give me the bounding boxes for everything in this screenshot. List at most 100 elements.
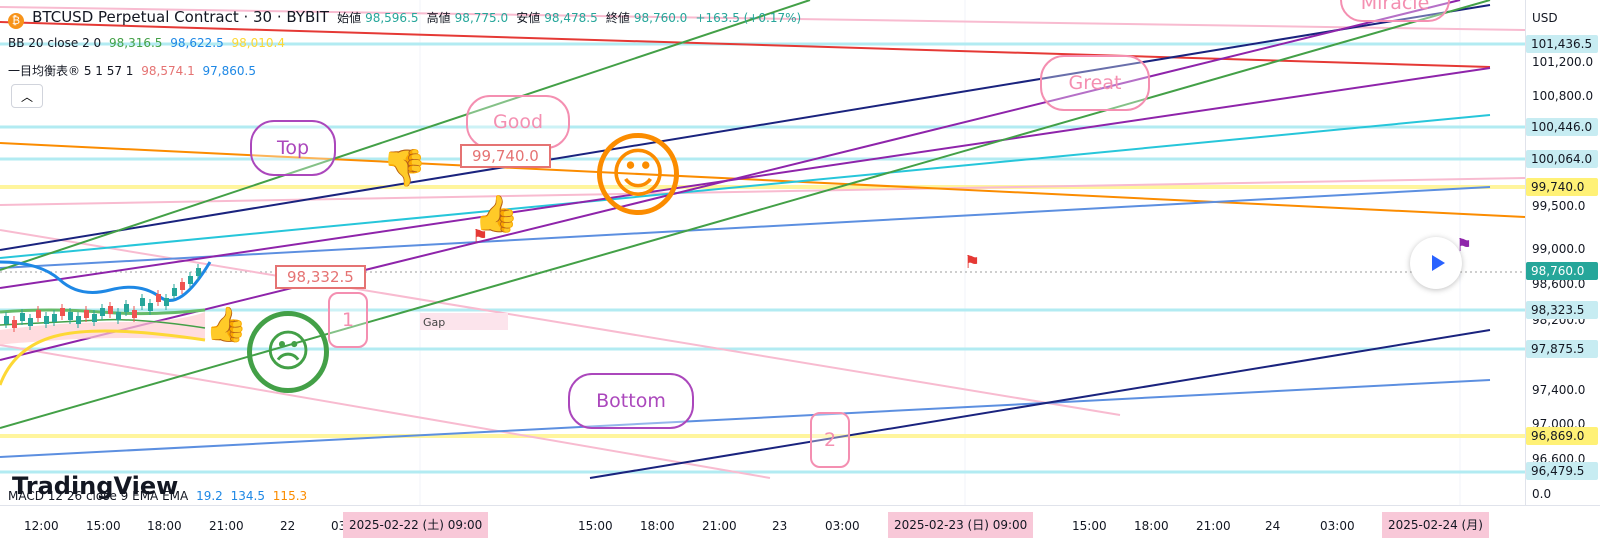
ichimoku-value-2: 97,860.5 xyxy=(202,64,256,78)
candle-body xyxy=(52,314,57,322)
candle-body xyxy=(156,294,161,302)
candle-body xyxy=(140,298,145,306)
price-label: 98,600.0 xyxy=(1532,277,1586,291)
bb-value-3: 98,010.4 xyxy=(231,36,285,50)
thumbs-up-icon[interactable]: 👍 xyxy=(205,305,248,345)
confused-face-icon[interactable]: ☹ xyxy=(247,311,329,393)
time-label: 21:00 xyxy=(1196,519,1231,533)
candle-body xyxy=(92,314,97,322)
ichimoku-legend[interactable]: 一目均衡表® 5 1 57 1 98,574.1 97,860.5 xyxy=(8,62,260,79)
symbol-legend[interactable]: ₿ BTCUSD Perpetual Contract · 30 · BYBIT… xyxy=(8,8,805,29)
tradingview-watermark: TradingView xyxy=(12,472,179,500)
price-label: 0.0 xyxy=(1532,487,1552,501)
macd-value-2: 134.5 xyxy=(230,489,265,503)
bottom-callout[interactable]: Bottom xyxy=(568,373,694,429)
bb-value-1: 98,316.5 xyxy=(109,36,163,50)
time-label: 03:00 xyxy=(825,519,860,533)
candle-body xyxy=(148,303,153,311)
ichimoku-name: 一目均衡表® 5 1 57 1 xyxy=(8,64,134,78)
time-label: 03:00 xyxy=(1320,519,1355,533)
time-label: 23 xyxy=(772,519,788,533)
candle-body xyxy=(44,316,49,324)
candle-body xyxy=(12,320,17,328)
price-level-tag: 100,446.0 xyxy=(1526,118,1598,136)
candle-body xyxy=(20,313,25,321)
price-level-tag: 100,064.0 xyxy=(1526,150,1598,168)
ichimoku-value-1: 98,574.1 xyxy=(141,64,195,78)
time-label: 22 xyxy=(280,519,296,533)
symbol-title: BTCUSD Perpetual Contract · 30 · BYBIT xyxy=(32,8,329,26)
red-flag-icon[interactable]: ⚑ xyxy=(472,226,489,247)
bb-legend[interactable]: BB 20 close 2 0 98,316.5 98,622.5 98,010… xyxy=(8,36,289,50)
time-label: 18:00 xyxy=(640,519,675,533)
ohlc-close-value: 98,760.0 xyxy=(633,11,688,25)
price-note-98332[interactable]: 98,332.5 xyxy=(275,265,366,289)
candle-body xyxy=(188,276,193,284)
ohlc-change: +163.5 (+0.17%) xyxy=(695,11,802,25)
wave-2-label[interactable]: 2 xyxy=(810,412,850,468)
thumbs-down-icon[interactable]: 👎 xyxy=(382,148,427,189)
good-callout[interactable]: Good xyxy=(466,95,570,149)
price-label: 100,800.0 xyxy=(1532,89,1594,103)
bb-value-2: 98,622.5 xyxy=(170,36,224,50)
currency-label: USD xyxy=(1532,11,1558,25)
price-level-tag: 99,740.0 xyxy=(1526,178,1598,196)
candle-body xyxy=(164,298,169,306)
thumbs-up-icon[interactable]: 👍 xyxy=(474,194,519,235)
price-level-tag: 98,760.0 xyxy=(1526,262,1598,280)
collapse-legend-button[interactable]: ︿ xyxy=(11,84,43,108)
price-level-tag: 96,869.0 xyxy=(1526,427,1598,445)
time-axis[interactable]: 12:00 15:00 18:00 21:00 22 03:00 2025-02… xyxy=(0,505,1600,544)
candle-body xyxy=(28,318,33,326)
great-callout[interactable]: Great xyxy=(1040,55,1150,111)
date-highlight: 2025-02-24 (月) xyxy=(1382,512,1489,538)
bb-name: BB 20 close 2 0 xyxy=(8,36,102,50)
ohlc-open-value: 98,596.5 xyxy=(365,11,419,25)
time-label: 12:00 xyxy=(24,519,59,533)
red-flag-icon[interactable]: ⚑ xyxy=(964,252,981,273)
price-level-tag: 97,875.5 xyxy=(1526,340,1598,358)
candle-body xyxy=(4,316,9,324)
price-note-99740[interactable]: 99,740.0 xyxy=(460,144,551,168)
price-level-tag: 96,479.5 xyxy=(1526,462,1598,480)
price-label: 99,000.0 xyxy=(1532,242,1586,256)
candle-body xyxy=(100,308,105,316)
ohlc-close-label: 終値 xyxy=(605,11,630,25)
macd-name: MACD 12 26 close 9 EMA EMA xyxy=(8,489,189,503)
smile-face-icon[interactable]: ☺ xyxy=(597,133,679,215)
purple-flag-icon[interactable]: ⚑ xyxy=(1456,235,1473,256)
chevron-up-icon: ︿ xyxy=(20,89,33,104)
candle-body xyxy=(84,310,89,318)
macd-legend[interactable]: MACD 12 26 close 9 EMA EMA 19.2 134.5 11… xyxy=(8,489,311,503)
top-callout[interactable]: Top xyxy=(250,120,336,176)
candle-body xyxy=(196,268,201,276)
time-label: 18:00 xyxy=(147,519,182,533)
candle-body xyxy=(124,304,129,312)
price-axis[interactable]: USD 101,200.0 100,800.0 99,500.0 99,000.… xyxy=(1525,0,1600,505)
macd-value-1: 19.2 xyxy=(196,489,223,503)
ohlc-low-label: 安値 xyxy=(516,11,541,25)
candle-body xyxy=(68,312,73,320)
miracle-callout[interactable]: Miracle xyxy=(1340,0,1450,22)
time-label: 15:00 xyxy=(1072,519,1107,533)
time-label: 15:00 xyxy=(86,519,121,533)
candle-body xyxy=(132,310,137,318)
date-highlight: 2025-02-22 (土) 09:00 xyxy=(343,512,489,538)
candle-body xyxy=(108,306,113,314)
candle-body xyxy=(36,310,41,318)
play-icon xyxy=(1431,255,1445,271)
chart-pane[interactable]: ₿ BTCUSD Perpetual Contract · 30 · BYBIT… xyxy=(0,0,1525,505)
time-label: 21:00 xyxy=(209,519,244,533)
price-label: 101,200.0 xyxy=(1532,55,1594,69)
candle-body xyxy=(60,308,65,316)
wave-1-label[interactable]: 1 xyxy=(328,292,368,348)
ohlc-high-value: 98,775.0 xyxy=(454,11,509,25)
bitcoin-icon: ₿ xyxy=(8,13,24,29)
price-label: 97,400.0 xyxy=(1532,383,1586,397)
time-label: 18:00 xyxy=(1134,519,1169,533)
time-label: 24 xyxy=(1265,519,1281,533)
gap-label: Gap xyxy=(423,316,446,329)
candle-body xyxy=(116,312,121,320)
scroll-to-realtime-button[interactable] xyxy=(1410,237,1462,289)
price-level-tag: 101,436.5 xyxy=(1526,35,1598,53)
